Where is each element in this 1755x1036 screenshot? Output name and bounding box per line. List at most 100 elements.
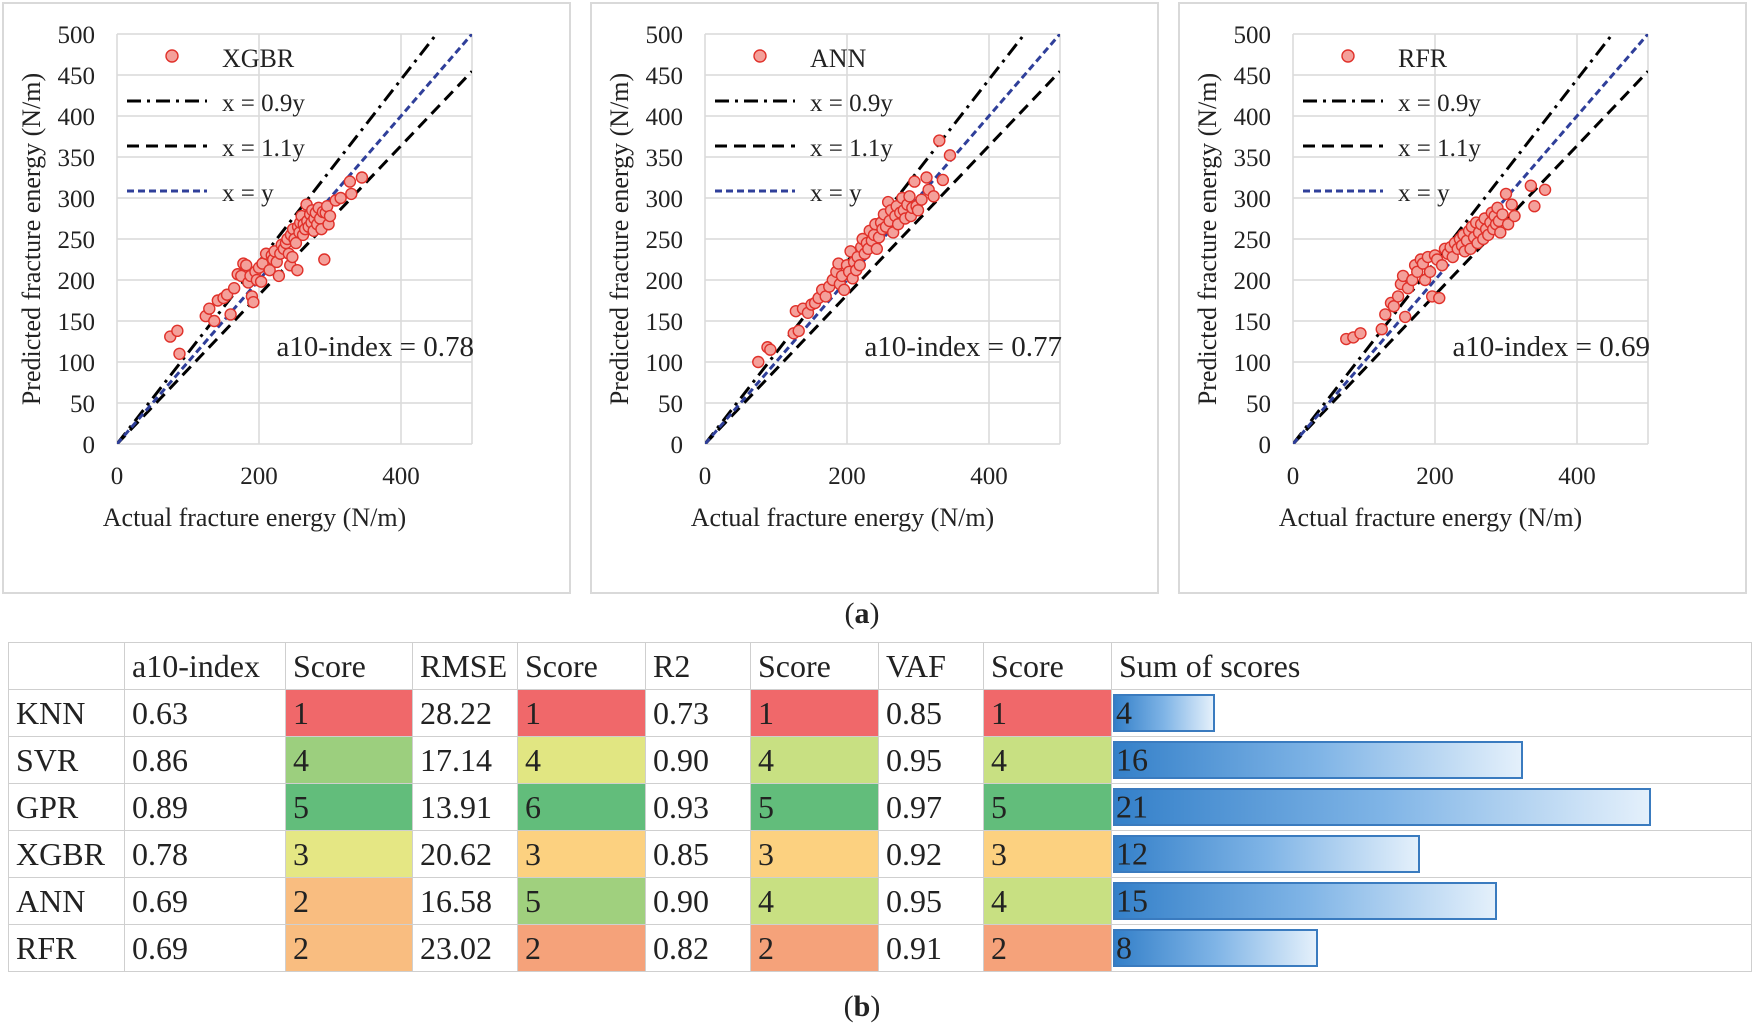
- sum-of-scores-value: 12: [1116, 835, 1148, 872]
- x-tick-label: 0: [699, 463, 712, 490]
- a10-index-cell: 0.78: [124, 830, 286, 878]
- vaf-cell: 0.95: [878, 736, 984, 784]
- y-tick-label: 50: [658, 391, 683, 418]
- chart-panel-rfr: 0 50 100 150 200 250 300 350 400 450 500 0 200 400 Act…: [1178, 2, 1747, 594]
- reference-lines: [1293, 34, 1648, 444]
- data-point: [1496, 208, 1509, 221]
- table-row: SVR 0.86 4 17.14 4 0.90 4 0.95 4 16: [8, 736, 1752, 784]
- y-tick-label: 0: [1259, 432, 1272, 459]
- chart-panel-xgbr: 0 50 100 150 200 250 300 350 400 450 500 0 200 400 Act…: [2, 2, 571, 594]
- score-table: a10-index Score RMSE Score R2 Score VAF Score Su…: [8, 642, 1752, 972]
- data-points: [752, 134, 957, 369]
- rmse-score-cell: 5: [517, 877, 646, 925]
- y-axis-label: Predicted fracture energy (N/m): [17, 73, 46, 405]
- y-tick-label: 50: [70, 391, 95, 418]
- model-name-cell: XGBR: [8, 830, 125, 878]
- model-name-cell: KNN: [8, 689, 125, 737]
- vaf-score-cell: 1: [983, 689, 1112, 737]
- r2-cell: 0.93: [645, 783, 751, 831]
- y-tick-label: 350: [58, 145, 96, 172]
- legend-label-line: x = 1.1y: [810, 135, 893, 162]
- x-tick-label: 0: [111, 463, 124, 490]
- data-point: [1375, 323, 1388, 336]
- sum-of-scores-value: 4: [1116, 694, 1132, 731]
- vaf-cell: 0.97: [878, 783, 984, 831]
- a10-index-cell: 0.69: [124, 924, 286, 972]
- reference-line-x1-1y: [705, 70, 1060, 444]
- r2-cell: 0.73: [645, 689, 751, 737]
- data-point: [1398, 310, 1412, 324]
- y-tick-label: 150: [58, 309, 96, 336]
- data-point: [1508, 209, 1521, 223]
- x-tick-label: 200: [1416, 463, 1454, 490]
- data-point: [853, 259, 866, 272]
- y-tick-label: 250: [58, 227, 96, 254]
- y-tick-label: 200: [646, 268, 684, 295]
- table-row: ANN 0.69 2 16.58 5 0.90 4 0.95 4 15: [8, 877, 1752, 925]
- data-point: [254, 275, 268, 288]
- column-header: Sum of scores: [1111, 642, 1752, 690]
- column-header: a10-index: [124, 642, 286, 690]
- vaf-score-cell: 4: [983, 736, 1112, 784]
- data-point: [1528, 199, 1541, 213]
- y-tick-label: 100: [58, 350, 96, 377]
- sum-of-scores-cell: 21: [1111, 783, 1752, 831]
- sum-of-scores-cell: 8: [1111, 924, 1752, 972]
- sum-of-scores-cell: 16: [1111, 736, 1752, 784]
- x-axis-label: Actual fracture energy (N/m): [1279, 503, 1582, 532]
- y-tick-label: 0: [671, 432, 684, 459]
- vaf-score-cell: 5: [983, 783, 1112, 831]
- data-point: [272, 269, 286, 283]
- data-point: [908, 175, 921, 188]
- y-tick-label: 400: [646, 104, 684, 131]
- sum-of-scores-bar: [1113, 694, 1216, 732]
- reference-line-xy: [1293, 34, 1648, 444]
- reference-lines: [705, 34, 1060, 444]
- rmse-score-cell: 1: [517, 689, 646, 737]
- data-point: [792, 324, 805, 338]
- vaf-score-cell: 4: [983, 877, 1112, 925]
- r2-score-cell: 5: [750, 783, 879, 831]
- data-point: [920, 171, 933, 184]
- rmse-cell: 13.91: [412, 783, 518, 831]
- a10-index-annotation: a10-index = 0.78: [276, 331, 474, 363]
- column-header: RMSE: [412, 642, 518, 690]
- y-tick-label: 450: [1234, 63, 1272, 90]
- a10-index-cell: 0.63: [124, 689, 286, 737]
- y-tick-label: 450: [646, 63, 684, 90]
- vaf-cell: 0.92: [878, 830, 984, 878]
- column-header: Score: [983, 642, 1112, 690]
- y-tick-label: 200: [58, 268, 96, 295]
- sum-of-scores-bar: [1113, 788, 1651, 826]
- sum-of-scores-value: 8: [1116, 929, 1132, 966]
- table-row: XGBR 0.78 3 20.62 3 0.85 3 0.92 3 12: [8, 830, 1752, 878]
- y-tick-label: 450: [58, 63, 96, 90]
- sum-of-scores-cell: 4: [1111, 689, 1752, 737]
- data-point: [911, 204, 925, 217]
- data-point: [1354, 327, 1367, 340]
- legend-label-line: x = y: [222, 180, 274, 207]
- scatter-chart-xgbr: 0 50 100 150 200 250 300 350 400 450 500 0 200 400 Act…: [17, 22, 474, 532]
- vaf-score-cell: 2: [983, 924, 1112, 972]
- legend-label-model: ANN: [810, 44, 867, 73]
- data-point: [1538, 183, 1552, 197]
- sum-of-scores-bar: [1113, 741, 1523, 779]
- rmse-cell: 28.22: [412, 689, 518, 737]
- x-tick-label: 400: [382, 463, 420, 490]
- figure-caption-b: (b): [843, 990, 881, 1023]
- data-point: [870, 242, 884, 256]
- rmse-score-cell: 2: [517, 924, 646, 972]
- column-header: [8, 642, 125, 690]
- data-point: [1524, 179, 1538, 192]
- data-point: [289, 236, 303, 250]
- r2-score-cell: 4: [750, 736, 879, 784]
- y-tick-label: 500: [646, 22, 684, 49]
- r2-cell: 0.90: [645, 877, 751, 925]
- data-point: [933, 134, 946, 147]
- data-point: [343, 175, 357, 188]
- chart-panel-ann: 0 50 100 150 200 250 300 350 400 450 500 0 200 400 Act…: [590, 2, 1159, 594]
- model-name-cell: ANN: [8, 877, 125, 925]
- sum-of-scores-cell: 15: [1111, 877, 1752, 925]
- vaf-cell: 0.85: [878, 689, 984, 737]
- data-point: [943, 149, 957, 162]
